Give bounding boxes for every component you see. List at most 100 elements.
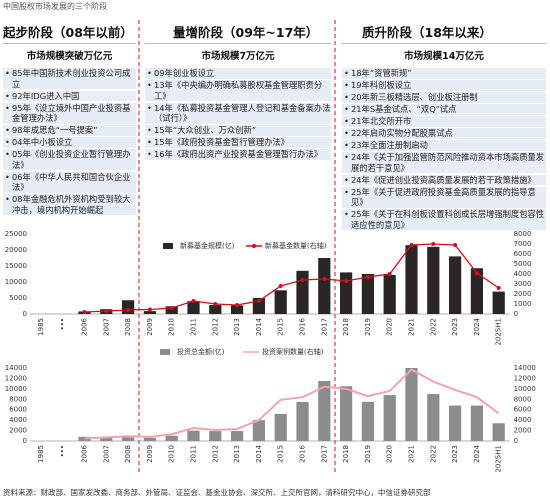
x-tick-label: 1985	[37, 318, 45, 336]
line-marker	[431, 242, 436, 246]
x-tick-label: 2006	[81, 444, 89, 462]
x-tick-label: 2010	[168, 318, 176, 336]
x-tick-label: 2017	[320, 445, 328, 463]
x-tick-label: 2018	[342, 445, 350, 463]
y2-tick-label: 14000	[514, 364, 536, 372]
bar	[405, 245, 418, 314]
bar	[427, 246, 440, 314]
event-item: 16年《政府出资产业投资基金管理暂行办法》	[145, 149, 331, 160]
event-item: 21年北交所开市	[342, 116, 546, 127]
bar	[448, 256, 462, 314]
bar	[78, 436, 91, 441]
legend-swatch	[163, 243, 173, 249]
x-tick-label: 2019	[364, 318, 372, 336]
x-tick-label: 2023	[451, 318, 459, 336]
event-item: 21年S基金试点、“双Q”试点	[342, 104, 546, 115]
y-tick-label: 0	[23, 310, 27, 318]
bar	[383, 274, 396, 314]
stage-title: 量增阶段（09年~17年）	[145, 22, 331, 44]
line-marker	[169, 306, 174, 310]
event-item: 98年成思危“一号提案”	[3, 125, 136, 136]
bar	[187, 301, 200, 314]
x-tick-label: 2019	[364, 445, 372, 463]
x-tick-label: 2013	[233, 318, 241, 336]
y2-tick-label: 1000	[514, 300, 532, 308]
stage: 量增阶段（09年~17年） 市场规模7万亿元 09年创业板设立13年《中央编办明确私…	[145, 22, 331, 161]
line-marker	[322, 277, 327, 281]
bar	[318, 381, 331, 441]
x-tick-label: 2017	[320, 318, 328, 336]
bar	[209, 305, 222, 314]
bar	[492, 291, 505, 314]
y-tick-label: 0	[23, 437, 27, 445]
x-tick-label: 2018	[342, 318, 350, 336]
x-tick-label: 2016	[299, 317, 307, 335]
line-marker	[256, 299, 261, 303]
event-item: 04年中小板设立	[3, 137, 136, 148]
bar	[165, 435, 178, 441]
event-item: 92年IDG进入中国	[3, 90, 136, 101]
x-tick-label: 2012	[211, 318, 219, 336]
line-marker	[496, 286, 501, 290]
bar	[209, 431, 222, 441]
event-item: 13年《中央编办明确私募股权基金管理职责分工》	[145, 80, 331, 101]
x-tick-label: 2021	[408, 318, 416, 336]
x-tick-label: 2023	[451, 445, 459, 463]
event-item: 85年中国新技术创业投资公司成立	[3, 68, 136, 89]
x-tick-label: 2013	[233, 445, 241, 463]
x-tick-label: 2025H1	[495, 318, 503, 346]
y2-tick-label: 2000	[514, 290, 532, 298]
y-tick-label: 10000	[5, 385, 27, 393]
x-tick-label: 2020	[386, 445, 394, 463]
bar	[274, 413, 287, 441]
x-tick-label: 2015	[277, 445, 285, 463]
bar	[405, 368, 418, 441]
x-tick-label: 2009	[146, 445, 154, 463]
y-tick-label: 10000	[5, 278, 27, 286]
y2-tick-label: 5000	[514, 260, 532, 268]
legend-label: 投资案例数量(右轴)	[262, 347, 324, 356]
event-item: 95年《设立境外中国产业投资基金管理办法》	[3, 102, 136, 124]
stage-scale: 市场规模14万亿元	[404, 51, 484, 62]
y-tick-label: 6000	[9, 406, 27, 414]
y-tick-label: 20000	[5, 246, 27, 254]
y2-tick-label: 4000	[514, 416, 532, 424]
x-tick-label: 2024	[473, 317, 481, 335]
event-item: 14年《私募投资基金管理人登记和基金备案办法（试行）》	[145, 102, 331, 124]
line-marker	[365, 275, 370, 279]
y2-tick-label: 6000	[514, 406, 532, 414]
bar	[274, 290, 287, 314]
y2-tick-label: 12000	[514, 374, 536, 382]
legend-swatch	[252, 244, 256, 248]
y2-tick-label: 10000	[514, 385, 536, 393]
x-tick-label: 2011	[190, 318, 198, 336]
bar	[448, 405, 462, 441]
event-list: 18年“资管新规”19年科创板设立20年新三板精选层、创业板注册制21年S基金试…	[342, 68, 546, 230]
x-tick-label: 2007	[102, 318, 110, 336]
event-item: 20年新三板精选层、创业板注册制	[342, 92, 546, 103]
line-marker	[300, 278, 305, 282]
event-item: 18年“资管新规”	[342, 68, 546, 79]
y-tick-label: 2000	[9, 427, 27, 435]
bar	[121, 437, 135, 441]
event-item: 22年启动实物分配股票试点	[342, 128, 546, 139]
y-tick-label: 4000	[9, 416, 27, 424]
x-tick-label: 2022	[429, 318, 437, 336]
bar	[296, 270, 309, 314]
line-marker	[235, 303, 240, 307]
x-tick-label: 2021	[408, 445, 416, 463]
legend-label: 投资总金额(亿)	[177, 347, 225, 356]
y-tick-label: 12000	[5, 374, 27, 382]
event-item: 15年“大众创业、万众创新”	[145, 125, 331, 136]
stage-scale: 市场规模突破万亿元	[26, 51, 113, 62]
line-marker	[278, 284, 283, 288]
event-item: 19年科创板设立	[342, 80, 546, 91]
legend-label: 新募基金规模(亿)	[180, 241, 235, 250]
y-tick-label: 14000	[5, 364, 27, 372]
x-tick-label: 2008	[124, 318, 132, 336]
page-title: 中国股权市场发展的三个阶段	[3, 2, 107, 11]
event-item: 09年创业板设立	[145, 68, 331, 79]
event-item: 05年《创业投资企业暂行管理办法》	[3, 149, 136, 170]
x-tick-label: 2009	[146, 318, 154, 336]
bar	[230, 431, 244, 441]
